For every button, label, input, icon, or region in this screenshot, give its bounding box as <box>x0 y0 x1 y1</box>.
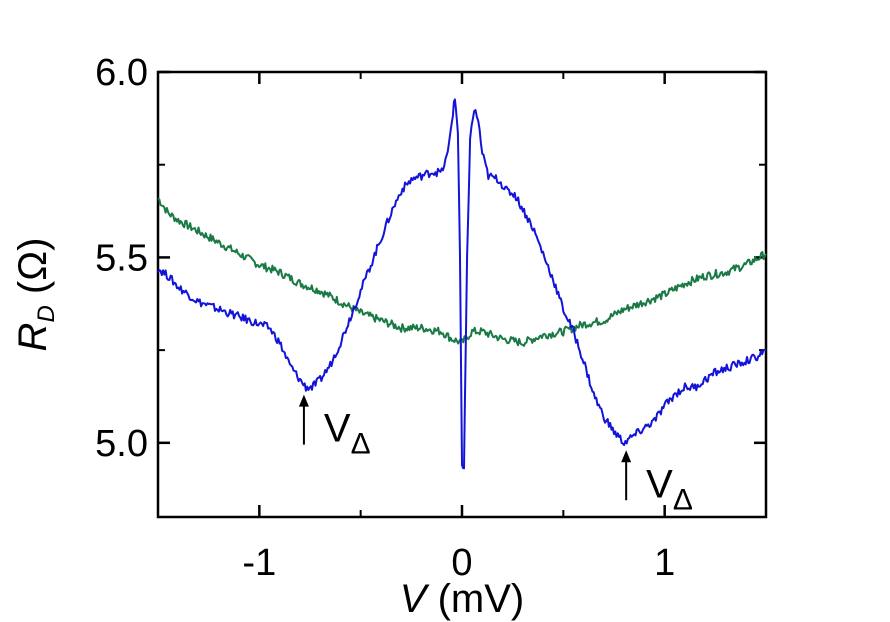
x-tick-label: -1 <box>242 542 276 584</box>
y-axis-variable: R <box>11 323 55 352</box>
axes: -1 0 1 5.0 5.5 6.0 <box>95 52 768 584</box>
annotation-arrow-head <box>621 450 632 463</box>
annotation-label: VΔ <box>324 407 371 461</box>
y-axis-title: RD (Ω) <box>11 238 60 352</box>
y-axis-subscript: D <box>33 305 60 322</box>
series-group <box>157 98 767 470</box>
x-axis-variable: V <box>400 577 430 621</box>
x-tick-label: 0 <box>451 542 472 584</box>
annotation-label-subscript: Δ <box>673 483 693 516</box>
annotation-label-main: V <box>646 462 673 506</box>
x-tick-label: 1 <box>654 542 675 584</box>
annotation-label-subscript: Δ <box>351 428 371 461</box>
annotation-arrow-head <box>298 394 309 407</box>
y-tick-label: 5.5 <box>95 237 148 279</box>
y-tick-label: 5.0 <box>95 423 148 465</box>
series-line <box>157 197 767 347</box>
y-axis-unit: (Ω) <box>11 238 55 306</box>
annotation-label: VΔ <box>646 462 693 516</box>
y-tick-label: 6.0 <box>95 52 148 94</box>
x-axis-unit: (mV) <box>426 577 524 621</box>
x-axis-title: V (mV) <box>400 577 524 621</box>
series-line <box>157 98 767 470</box>
annotation-label-main: V <box>324 407 351 451</box>
